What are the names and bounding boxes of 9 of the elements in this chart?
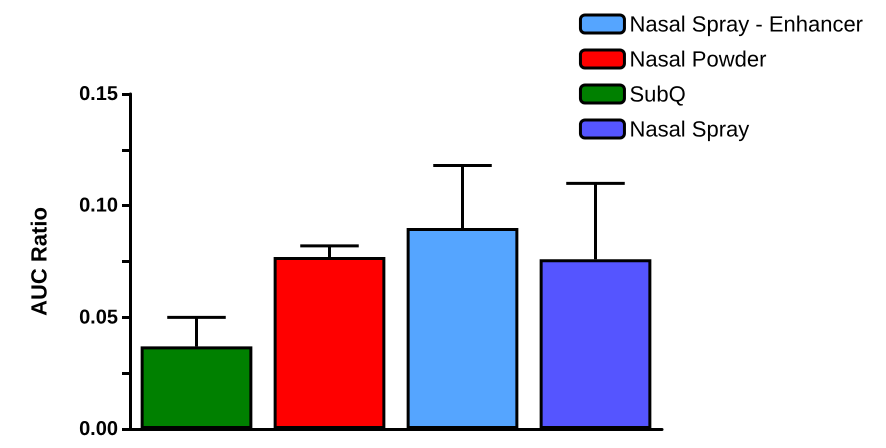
y-tick-label: 0.00 bbox=[79, 418, 118, 440]
legend-label: SubQ bbox=[629, 82, 686, 106]
y-axis-title: AUC Ratio bbox=[26, 207, 52, 316]
legend-label: Nasal Powder bbox=[629, 46, 766, 72]
y-tick-label: 0.10 bbox=[79, 194, 118, 217]
y-tick-label: 0.15 bbox=[79, 83, 118, 105]
y-tick-label: 0.05 bbox=[79, 306, 118, 328]
legend-label: Nasal Spray - Enhancer bbox=[629, 12, 864, 36]
legend-label: Nasal Spray bbox=[629, 116, 750, 142]
